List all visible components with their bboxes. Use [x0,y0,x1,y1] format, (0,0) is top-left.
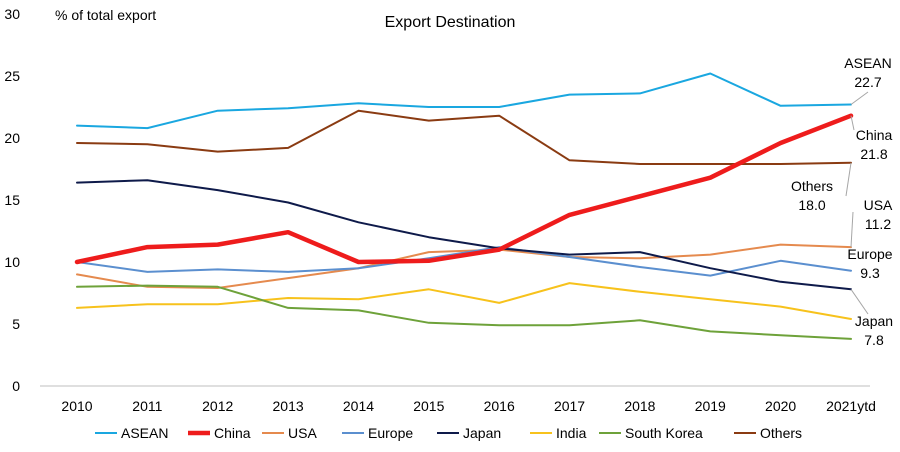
legend-label-india: India [556,425,587,441]
end-value-europe: 9.3 [860,265,880,281]
end-value-others: 18.0 [798,197,825,213]
x-tick-label: 2010 [61,398,92,414]
y-tick-label: 0 [12,378,20,394]
leader-line-usa [850,211,854,248]
y-axis-ticks: 0 5 10 15 20 25 30 [4,6,20,394]
x-tick-label: 2021ytd [826,398,876,414]
y-tick-label: 15 [4,192,20,208]
leader-line-china [850,115,855,131]
y-tick-label: 20 [4,130,20,146]
leader-line-others [845,162,852,197]
y-tick-label: 5 [12,316,20,332]
x-tick-label: 2011 [132,398,162,414]
legend-label-china: China [214,425,251,441]
legend-label-south-korea: South Korea [625,425,703,441]
y-tick-label: 30 [4,6,20,22]
x-tick-label: 2019 [695,398,726,414]
end-value-japan: 7.8 [864,332,884,348]
x-tick-label: 2012 [202,398,233,414]
series-line-usa [76,243,852,289]
end-label-usa: USA [864,197,893,213]
y-tick-label: 10 [4,254,20,270]
x-tick-label: 2014 [343,398,374,414]
series-line-asean [76,72,852,130]
series-line-japan [76,179,852,291]
x-tick-label: 2015 [413,398,444,414]
legend: ASEAN China USA Europe Japan India South Korea… [95,425,802,441]
chart-title: Export Destination [385,14,516,31]
end-value-usa: 11.2 [865,216,891,232]
legend-label-europe: Europe [368,425,413,441]
series-line-europe [76,246,852,277]
x-tick-label: 2017 [554,398,585,414]
legend-label-asean: ASEAN [121,425,168,441]
legend-label-usa: USA [288,425,317,441]
series-line-others [76,109,852,165]
end-labels: ASEAN 22.7 China 21.8 Others 18.0 USA 11.2 Europ… [791,55,893,348]
end-label-europe: Europe [847,246,892,262]
series-line-south-korea [76,284,852,340]
y-axis-label: % of total export [55,7,156,23]
y-tick-label: 25 [4,68,20,84]
end-value-china: 21.8 [860,146,887,162]
series-lines [74,72,854,340]
end-label-china: China [856,127,893,143]
x-tick-label: 2016 [484,398,515,414]
series-line-india [76,282,852,320]
end-label-asean: ASEAN [844,55,891,71]
leader-line-japan [850,288,869,315]
end-label-others: Others [791,178,833,194]
x-tick-label: 2013 [273,398,304,414]
legend-label-others: Others [760,425,802,441]
legend-label-japan: Japan [463,425,501,441]
x-tick-label: 2020 [765,398,796,414]
series-line-china [74,113,854,265]
x-axis-ticks: 2010 2011 2012 2013 2014 2015 2016 2017 2018 2019… [61,398,875,414]
leader-line-asean [850,91,869,105]
x-tick-label: 2018 [624,398,655,414]
end-label-japan: Japan [855,313,893,329]
end-value-asean: 22.7 [854,74,881,90]
